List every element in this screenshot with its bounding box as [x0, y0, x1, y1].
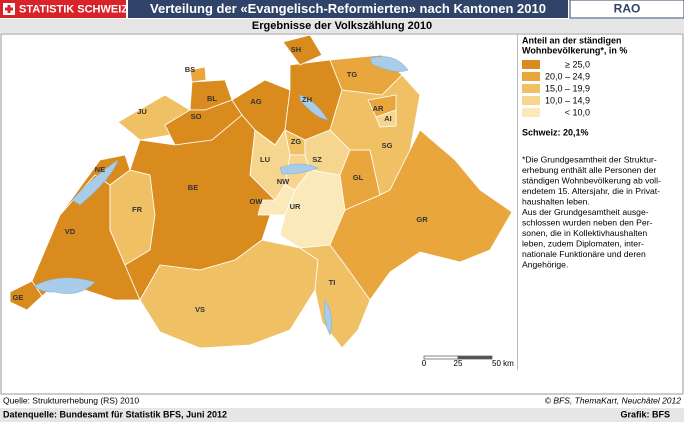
note-line: ständigen Wohnbevölkerung ab voll- — [522, 175, 661, 185]
scale-label: 0 — [422, 359, 427, 368]
lake — [369, 56, 409, 72]
note-line: haushalten leben. — [522, 196, 590, 206]
legend-label: 10,0 – 14,9 — [545, 95, 590, 105]
canton — [9, 280, 43, 311]
legend-title: Anteil an der ständigen — [522, 35, 622, 45]
note-line: sonen, die in Kollektivhaushalten — [522, 228, 647, 238]
canton-label: JU — [137, 107, 147, 116]
note-line: schlossen wurden neben den Per- — [522, 217, 653, 227]
scale-bar: 0 25 50 km — [422, 355, 514, 368]
legend-label: 15,0 – 19,9 — [545, 83, 590, 93]
legend-label: < 10,0 — [565, 107, 590, 117]
canton-label: AG — [250, 97, 261, 106]
lake — [299, 94, 329, 121]
note-line: erhebung enthält alle Personen der — [522, 165, 656, 175]
canton-label: GR — [416, 215, 428, 224]
footer-credit: Grafik: BFS — [620, 409, 670, 419]
canton-label: NE — [95, 165, 105, 174]
canton-label: GL — [353, 173, 364, 182]
canton-label: SG — [382, 141, 393, 150]
note: *Die Grundgesamtheit der Struktur-erhebu… — [522, 154, 661, 269]
legend-swatch — [522, 84, 540, 93]
tag: RAO — [614, 2, 641, 16]
badge: STATISTIK SCHWEIZ — [19, 3, 128, 15]
lake — [279, 163, 319, 175]
map-frame — [0, 33, 684, 395]
canton-label: OW — [250, 197, 264, 206]
canton-label: LU — [260, 155, 270, 164]
canton-label: BS — [185, 65, 195, 74]
canton-label: FR — [132, 205, 143, 214]
divider — [517, 34, 518, 370]
canton-label: BE — [188, 183, 198, 192]
legend-title: Wohnbevölkerung*, in % — [522, 45, 627, 55]
lake — [71, 159, 119, 206]
note-line: nationale Funktionäre und deren — [522, 249, 646, 259]
canton-label: BL — [207, 94, 217, 103]
canton — [375, 109, 397, 128]
title: Verteilung der «Evangelisch-Reformierten… — [150, 1, 546, 16]
subtitle: Ergebnisse der Volkszählung 2010 — [252, 20, 432, 32]
title-bg — [128, 0, 568, 18]
note-line: leben, zudem Diplomaten, inter- — [522, 238, 644, 248]
canton — [298, 244, 371, 349]
legend: ≥ 25,0 20,0 – 24,9 15,0 – 19,9 10,0 – 14,9 <… — [522, 59, 590, 117]
scale-segment — [457, 355, 493, 360]
canton-label: TG — [347, 70, 358, 79]
canton-label: GE — [13, 293, 24, 302]
legend-swatch — [522, 96, 540, 105]
footer-source: Quelle: Strukturerhebung (RS) 2010 — [3, 395, 139, 405]
legend-swatch — [522, 108, 540, 117]
canton-label: SO — [191, 112, 202, 121]
canton-label: UR — [290, 202, 301, 211]
map — [9, 34, 513, 349]
note-line: Angehörige. — [522, 259, 568, 269]
lake — [33, 277, 96, 294]
legend-label: 20,0 – 24,9 — [545, 71, 590, 81]
scale-label: 25 — [454, 359, 463, 368]
note-line: *Die Grundgesamtheit der Struktur- — [522, 154, 657, 164]
footer-datasource: Datenquelle: Bundesamt für Statistik BFS… — [3, 409, 227, 419]
lake — [323, 299, 332, 336]
note-line: Aus der Grundgesamtheit ausge- — [522, 207, 649, 217]
canton-label: ZH — [302, 95, 312, 104]
canton-label: AR — [373, 104, 384, 113]
canton-label: SH — [291, 45, 301, 54]
canton — [189, 66, 207, 83]
subtitle-bg — [0, 19, 684, 33]
canton-label: NW — [277, 177, 290, 186]
scale-label: 50 km — [492, 359, 514, 368]
canton-label: VS — [195, 305, 205, 314]
tag-bg — [569, 0, 684, 19]
note-line: endetem 15. Altersjahr, die in Privat- — [522, 186, 660, 196]
footer-copyright: © BFS, ThemaKart, Neuchâtel 2012 — [545, 395, 681, 405]
canton-label: AI — [384, 114, 392, 123]
canton-label: ZG — [291, 137, 302, 146]
legend-swatch — [522, 60, 540, 69]
canton-label: TI — [329, 278, 336, 287]
canton — [282, 34, 323, 66]
canton-labels: GE VD NE JU BS BL SO FR BE VS AG ZH SH T… — [13, 45, 429, 314]
canton-label: SZ — [312, 155, 322, 164]
legend-label: ≥ 25,0 — [565, 59, 590, 69]
badge-bg — [0, 0, 126, 18]
switzerland-value: Schweiz: 20,1% — [522, 127, 589, 137]
footer-bg — [0, 408, 684, 422]
lakes — [33, 56, 409, 336]
cross — [5, 5, 13, 13]
canton-label: VD — [65, 227, 76, 236]
legend-swatch — [522, 72, 540, 81]
